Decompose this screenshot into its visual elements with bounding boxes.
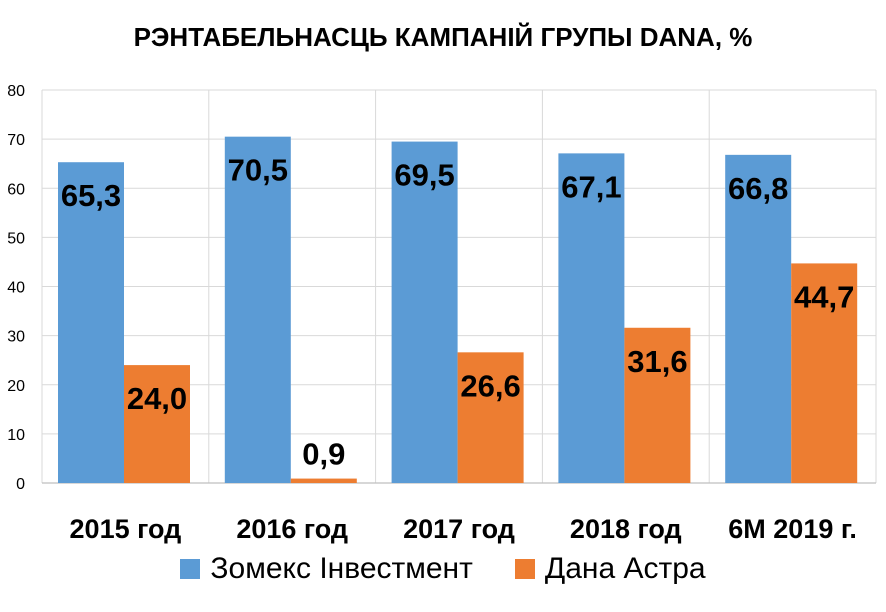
legend-label-series-1: Зомекс Інвестмент xyxy=(210,552,473,585)
data-label-series-1-3: 69,5 xyxy=(394,158,454,193)
data-label-series-2-5: 44,7 xyxy=(794,279,854,314)
y-tick-label-30: 30 xyxy=(7,329,25,346)
bar-series-2-2 xyxy=(290,478,357,483)
x-tick-label-2: 2016 год xyxy=(236,514,348,544)
data-label-series-1-5: 66,8 xyxy=(728,171,788,206)
y-tick-label-60: 60 xyxy=(7,181,25,198)
legend-item-series-1: Зомекс Інвестмент xyxy=(180,552,473,586)
bar-series-2-5 xyxy=(791,263,858,483)
bar-series-1-1 xyxy=(58,162,124,483)
bar-series-1-3 xyxy=(391,141,458,484)
y-tick-label-80: 80 xyxy=(7,83,25,100)
x-tick-label-1: 2015 год xyxy=(70,514,182,544)
bar-series-2-3 xyxy=(457,352,524,483)
data-label-series-2-2: 0,9 xyxy=(302,437,345,472)
legend: Зомекс Інвестмент Дана Астра xyxy=(0,552,886,586)
x-tick-label-3: 2017 год xyxy=(403,514,515,544)
legend-swatch-series-2 xyxy=(514,559,535,579)
bar-series-2-4 xyxy=(624,327,691,483)
y-tick-label-40: 40 xyxy=(7,280,25,297)
legend-swatch-series-1 xyxy=(180,559,201,579)
y-tick-label-10: 10 xyxy=(7,427,25,444)
y-tick-label-50: 50 xyxy=(7,230,25,247)
legend-item-series-2: Дана Астра xyxy=(514,552,706,586)
data-label-series-2-4: 31,6 xyxy=(627,344,687,379)
bar-series-2-1 xyxy=(124,365,190,483)
data-label-series-1-2: 70,5 xyxy=(228,153,288,188)
y-tick-label-70: 70 xyxy=(7,132,25,149)
chart-title: РЭНТАБЕЛЬНАСЦЬ КАМПАНІЙ ГРУПЫ DANA, % xyxy=(133,22,753,52)
y-tick-label-20: 20 xyxy=(7,378,25,395)
data-label-series-1-4: 67,1 xyxy=(561,169,621,204)
data-label-series-2-3: 26,6 xyxy=(460,368,520,403)
y-tick-label-0: 0 xyxy=(16,476,25,493)
bar-series-1-5 xyxy=(725,154,792,483)
data-label-series-1-1: 65,3 xyxy=(61,178,121,213)
bar-series-1-4 xyxy=(558,153,625,483)
data-label-series-2-1: 24,0 xyxy=(127,381,187,416)
bar-series-1-2 xyxy=(224,136,291,483)
legend-label-series-2: Дана Астра xyxy=(544,552,706,585)
x-tick-label-4: 2018 год xyxy=(570,514,682,544)
x-tick-label-5: 6M 2019 г. xyxy=(728,514,857,544)
